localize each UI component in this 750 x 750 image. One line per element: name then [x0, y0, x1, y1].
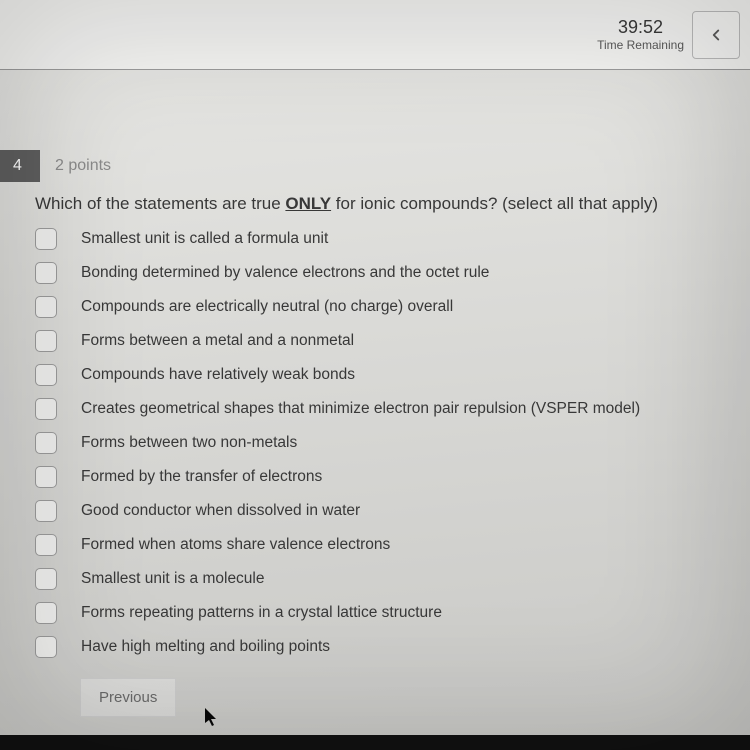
checkbox[interactable] [35, 534, 57, 556]
option-row[interactable]: Smallest unit is called a formula unit [35, 228, 750, 250]
question-points: 2 points [55, 150, 750, 182]
option-label: Formed by the transfer of electrons [81, 468, 322, 486]
option-label: Bonding determined by valence electrons … [81, 264, 489, 282]
option-row[interactable]: Forms repeating patterns in a crystal la… [35, 602, 750, 624]
checkbox[interactable] [35, 602, 57, 624]
option-label: Forms repeating patterns in a crystal la… [81, 604, 442, 622]
option-row[interactable]: Smallest unit is a molecule [35, 568, 750, 590]
option-row[interactable]: Creates geometrical shapes that minimize… [35, 398, 750, 420]
option-label: Smallest unit is called a formula unit [81, 230, 328, 248]
back-button[interactable] [692, 11, 740, 59]
question-text-prefix: Which of the statements are true [35, 194, 285, 213]
option-row[interactable]: Have high melting and boiling points [35, 636, 750, 658]
option-row[interactable]: Good conductor when dissolved in water [35, 500, 750, 522]
options-list: Smallest unit is called a formula unit B… [35, 228, 750, 658]
checkbox[interactable] [35, 500, 57, 522]
option-row[interactable]: Compounds have relatively weak bonds [35, 364, 750, 386]
previous-button[interactable]: Previous [80, 678, 176, 717]
option-label: Formed when atoms share valence electron… [81, 536, 390, 554]
option-label: Smallest unit is a molecule [81, 570, 265, 588]
screen-bottom-edge [0, 735, 750, 750]
checkbox[interactable] [35, 568, 57, 590]
question-text-only: ONLY [285, 194, 331, 213]
checkbox[interactable] [35, 228, 57, 250]
checkbox[interactable] [35, 364, 57, 386]
checkbox[interactable] [35, 296, 57, 318]
quiz-header: 39:52 Time Remaining [0, 0, 750, 70]
option-row[interactable]: Forms between a metal and a nonmetal [35, 330, 750, 352]
question-text-suffix: for ionic compounds? (select all that ap… [331, 194, 658, 213]
option-label: Have high melting and boiling points [81, 638, 330, 656]
option-label: Forms between a metal and a nonmetal [81, 332, 354, 350]
checkbox[interactable] [35, 432, 57, 454]
option-label: Compounds have relatively weak bonds [81, 366, 355, 384]
timer-label: Time Remaining [597, 38, 684, 52]
timer-value: 39:52 [597, 17, 684, 38]
timer-block: 39:52 Time Remaining [597, 17, 684, 52]
chevron-left-icon [707, 26, 725, 44]
option-label: Forms between two non-metals [81, 434, 297, 452]
option-row[interactable]: Formed when atoms share valence electron… [35, 534, 750, 556]
option-label: Creates geometrical shapes that minimize… [81, 400, 640, 418]
checkbox[interactable] [35, 636, 57, 658]
checkbox[interactable] [35, 330, 57, 352]
option-row[interactable]: Forms between two non-metals [35, 432, 750, 454]
option-label: Compounds are electrically neutral (no c… [81, 298, 453, 316]
option-row[interactable]: Formed by the transfer of electrons [35, 466, 750, 488]
checkbox[interactable] [35, 466, 57, 488]
question-text: Which of the statements are true ONLY fo… [35, 192, 750, 216]
question-content: 4 2 points Which of the statements are t… [0, 70, 750, 717]
option-row[interactable]: Bonding determined by valence electrons … [35, 262, 750, 284]
checkbox[interactable] [35, 262, 57, 284]
option-row[interactable]: Compounds are electrically neutral (no c… [35, 296, 750, 318]
checkbox[interactable] [35, 398, 57, 420]
option-label: Good conductor when dissolved in water [81, 502, 360, 520]
question-number-badge: 4 [0, 150, 40, 182]
nav-footer: Previous [80, 678, 750, 717]
